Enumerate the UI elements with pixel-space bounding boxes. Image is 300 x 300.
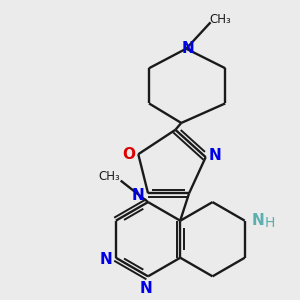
Text: N: N	[132, 188, 145, 203]
Text: O: O	[122, 147, 135, 162]
Text: CH₃: CH₃	[98, 170, 120, 183]
Text: N: N	[252, 213, 265, 228]
Text: H: H	[265, 216, 275, 230]
Text: N: N	[182, 41, 194, 56]
Text: CH₃: CH₃	[209, 13, 231, 26]
Text: N: N	[209, 148, 222, 163]
Text: N: N	[140, 280, 152, 296]
Text: N: N	[100, 252, 112, 267]
